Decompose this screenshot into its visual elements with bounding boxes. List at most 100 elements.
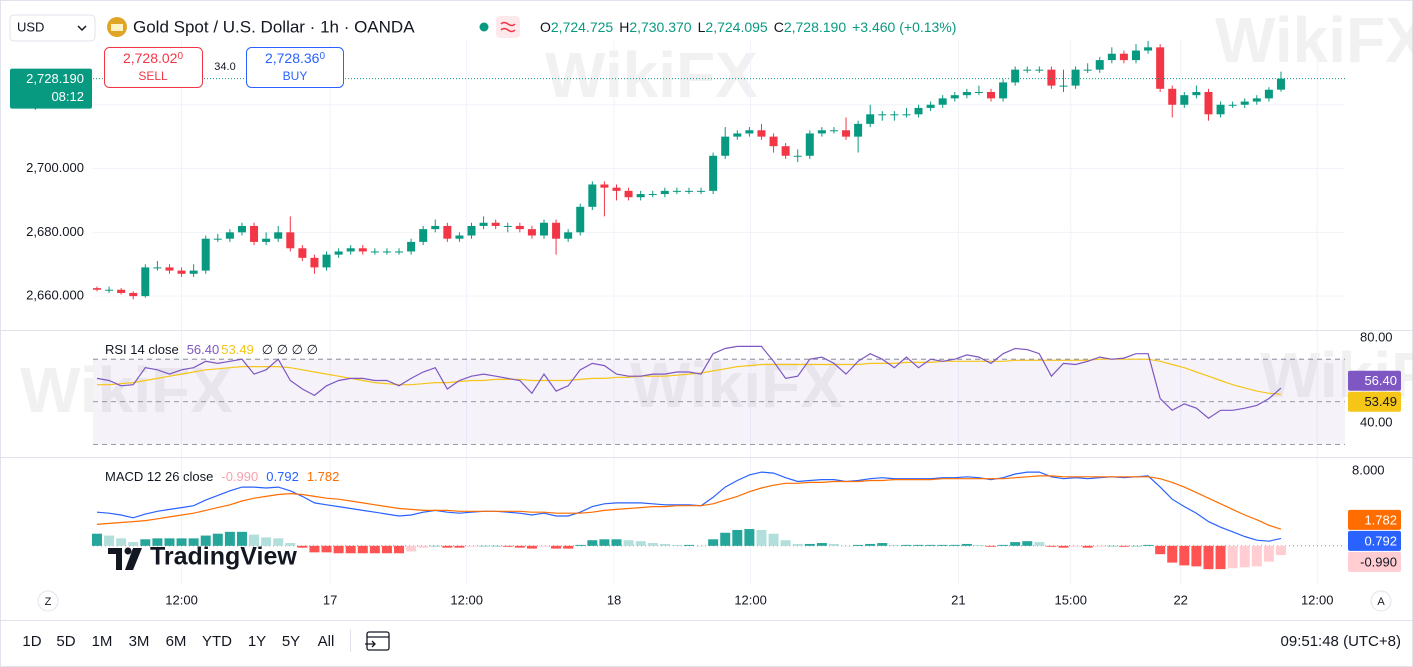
y-tick-label: 2,680.000 [26, 224, 84, 239]
o-label: O [540, 19, 551, 35]
clock[interactable]: 09:51:48 (UTC+8) [1281, 633, 1401, 650]
candle-body [117, 289, 126, 293]
candle-body [1035, 69, 1044, 71]
histogram-bar [128, 542, 139, 546]
macd-value: 0.792 [266, 469, 299, 484]
axis-badge-label: 53.49 [1364, 394, 1397, 409]
axis-badge-label: 56.40 [1364, 373, 1397, 388]
histogram-bar [1094, 545, 1105, 547]
candle-body [902, 114, 911, 116]
candle-body [600, 184, 609, 188]
histogram-bar [599, 539, 610, 546]
candle-body [938, 98, 947, 105]
candle-body [322, 254, 331, 268]
candle-body [177, 270, 186, 274]
histogram-bar [937, 544, 948, 546]
histogram-bar [1058, 545, 1069, 548]
auto-button[interactable] [1370, 590, 1392, 612]
histogram-bar [1070, 545, 1081, 547]
sell-label[interactable]: SELL [138, 69, 168, 83]
candle-body [552, 222, 561, 239]
candle-body [467, 225, 476, 236]
candle-body [1192, 91, 1201, 96]
candle-body [1131, 50, 1140, 61]
histogram-bar [104, 535, 115, 546]
candle-body [624, 190, 633, 198]
y-tick-label: 40.00 [1360, 415, 1393, 430]
dropdown-icon [77, 25, 87, 32]
histogram-bar [1179, 545, 1190, 566]
histogram-bar [828, 543, 839, 546]
histogram-bar [321, 545, 332, 553]
histogram-bar [1251, 545, 1262, 567]
buy-label[interactable]: BUY [283, 69, 308, 83]
range-button[interactable]: 3M [129, 633, 150, 650]
candle-body [1276, 78, 1285, 90]
candle-body [153, 267, 162, 269]
market-status [479, 22, 489, 32]
last-price-label: 2,728.190 [26, 71, 84, 86]
histogram-bar [1167, 545, 1178, 563]
candle-body [890, 114, 899, 116]
candle-body [274, 232, 283, 239]
candle-body [697, 190, 706, 192]
candle-body [431, 225, 440, 230]
histogram-bar [490, 545, 501, 547]
range-button[interactable]: 5D [56, 633, 75, 650]
histogram-bar [587, 540, 598, 546]
range-button[interactable]: 5Y [282, 633, 300, 650]
buy-button[interactable] [246, 47, 344, 88]
histogram-bar [792, 543, 803, 546]
x-tick-label: 12:00 [734, 592, 767, 607]
histogram-bar [249, 534, 260, 546]
range-button[interactable]: 6M [166, 633, 187, 650]
sell-button[interactable] [104, 47, 203, 88]
axis-badge [1348, 551, 1401, 572]
histogram-bar [1227, 545, 1238, 569]
range-button[interactable]: 1D [22, 633, 41, 650]
signal-line [96, 475, 1282, 530]
range-button[interactable]: YTD [202, 633, 232, 650]
last-price-badge [10, 68, 92, 109]
currency-select[interactable] [9, 14, 96, 42]
auto-scale-button[interactable] [37, 590, 59, 612]
high-value: 2,730.370 [629, 19, 691, 35]
histogram-bar [1215, 545, 1226, 570]
rsi-ma-value: 53.49 [221, 342, 254, 357]
compare-button[interactable] [496, 16, 520, 38]
buy-price[interactable]: 2,728.360 [265, 50, 326, 66]
candle-body [1228, 104, 1237, 106]
candle-body [141, 267, 150, 297]
candle-body [672, 190, 681, 192]
histogram-bar [877, 543, 888, 546]
candle-body [358, 248, 367, 252]
candle-body [684, 190, 693, 192]
histogram-bar [744, 529, 755, 546]
range-button[interactable]: All [318, 633, 335, 650]
right-button-label[interactable]: A [1377, 596, 1385, 608]
histogram-bar [551, 545, 562, 549]
axis-badge-label: -0.990 [1360, 554, 1397, 569]
sell-price[interactable]: 2,728.020 [123, 50, 184, 66]
range-button[interactable]: 1Y [248, 633, 266, 650]
currency[interactable]: USD [17, 19, 44, 34]
rsi-line [96, 345, 1282, 419]
candle-body [105, 289, 114, 291]
symbol-title[interactable]: Gold Spot / U.S. Dollar · 1h · OANDA [133, 17, 415, 36]
candle-body [1023, 69, 1032, 71]
goto-date-button[interactable] [365, 631, 390, 651]
candle-body [479, 222, 488, 226]
histogram-bar [188, 538, 199, 546]
candle-body [1252, 98, 1261, 102]
histogram-bar [116, 538, 127, 546]
range-button[interactable]: 1M [92, 633, 113, 650]
low-value: 2,724.095 [705, 19, 767, 35]
macd-title: MACD 12 26 close [105, 469, 213, 484]
candle-body [974, 91, 983, 93]
candle-body [201, 238, 210, 271]
histogram-bar [780, 540, 791, 546]
candle-body [237, 225, 246, 233]
left-button-label[interactable]: Z [45, 596, 52, 608]
histogram-bar [1118, 545, 1129, 547]
